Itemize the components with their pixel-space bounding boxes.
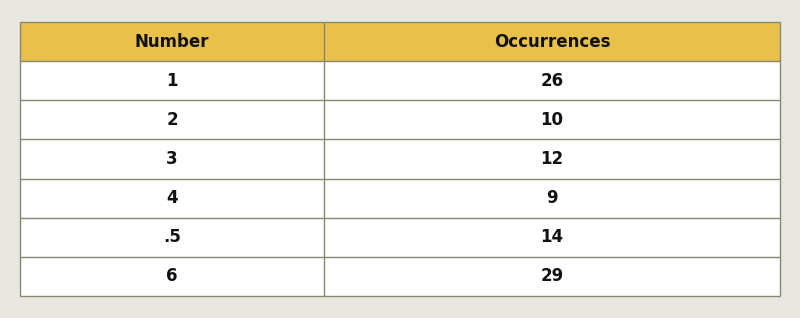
Text: 4: 4 (166, 189, 178, 207)
Text: 14: 14 (541, 228, 563, 246)
Text: 26: 26 (541, 72, 563, 90)
Bar (324, 218, 780, 257)
Bar (20, 178, 324, 218)
Text: 2: 2 (166, 111, 178, 129)
Text: 12: 12 (541, 150, 563, 168)
Bar (324, 100, 780, 140)
Bar (20, 100, 324, 140)
Bar (20, 218, 324, 257)
Bar (324, 178, 780, 218)
Text: 1: 1 (166, 72, 178, 90)
Bar (324, 140, 780, 178)
Text: Number: Number (134, 33, 210, 51)
Text: 3: 3 (166, 150, 178, 168)
Text: 6: 6 (166, 267, 178, 285)
Text: 9: 9 (546, 189, 558, 207)
Bar (20, 140, 324, 178)
Bar (20, 257, 324, 296)
Text: .5: .5 (163, 228, 181, 246)
Text: 10: 10 (541, 111, 563, 129)
Bar (20, 61, 324, 100)
Bar (324, 22, 780, 61)
Bar (324, 257, 780, 296)
Text: Occurrences: Occurrences (494, 33, 610, 51)
Bar (20, 22, 324, 61)
Text: 29: 29 (540, 267, 564, 285)
Bar (324, 61, 780, 100)
